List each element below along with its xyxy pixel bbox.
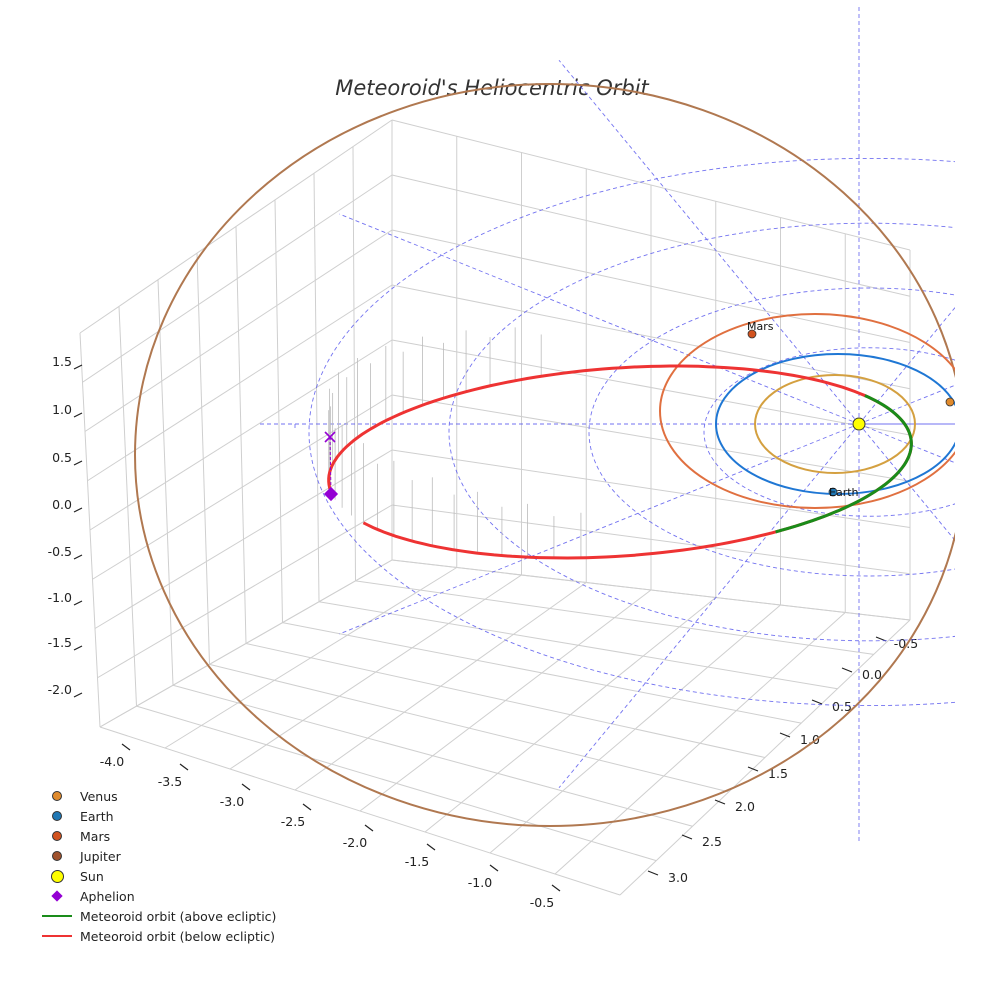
x-tick-label: -2.5 xyxy=(281,814,305,829)
legend-swatch xyxy=(40,906,74,926)
z-tick-mark xyxy=(73,692,83,698)
x-tick-mark xyxy=(364,824,374,832)
legend-label: Jupiter xyxy=(80,848,121,864)
y-tick-label: 0.5 xyxy=(832,699,852,714)
z-tick-label: 1.0 xyxy=(52,402,72,417)
z-tick-mark xyxy=(73,600,83,606)
mars-orbit xyxy=(659,313,955,509)
legend-label: Earth xyxy=(80,808,114,824)
y-tick-mark xyxy=(841,667,853,673)
z-tick-label: 1.5 xyxy=(52,354,72,369)
earth-orbit xyxy=(715,353,955,495)
legend-label: Mars xyxy=(80,828,111,844)
y-tick-label: 2.5 xyxy=(702,834,722,849)
legend-label: Sun xyxy=(80,868,104,884)
venus-marker xyxy=(945,397,955,407)
legend: Venus Earth Mars Jupiter Sun Aphelion Meteoroi… xyxy=(40,786,276,946)
y-tick-label: 1.0 xyxy=(800,732,820,747)
y-tick-mark xyxy=(681,834,693,840)
legend-swatch xyxy=(40,786,74,806)
legend-item: Earth xyxy=(40,806,276,826)
x-tick-mark xyxy=(426,843,436,851)
x-tick-label: -2.0 xyxy=(343,835,367,850)
z-axis-ticks: 1.5 1.0 0.5 0.0 -0.5 -1.0 -1.5 -2.0 xyxy=(48,354,83,698)
y-tick-label: -0.5 xyxy=(894,636,918,651)
z-tick-label: 0.0 xyxy=(52,497,72,512)
x-axis-ticks: -4.0 -3.5 -3.0 -2.5 -2.0 -1.5 -1.0 -0.5 xyxy=(100,743,561,910)
legend-swatch xyxy=(40,886,74,906)
meteoroid-orbit-below-ecliptic xyxy=(327,364,913,560)
legend-item: Meteoroid orbit (below ecliptic) xyxy=(40,926,276,946)
z-tick-mark xyxy=(73,460,83,466)
legend-item: Jupiter xyxy=(40,846,276,866)
y-tick-label: 2.0 xyxy=(735,799,755,814)
x-tick-mark xyxy=(121,743,131,751)
x-tick-label: -4.0 xyxy=(100,754,124,769)
z-tick-mark xyxy=(73,645,83,651)
x-tick-mark xyxy=(551,884,561,892)
y-tick-mark xyxy=(811,699,823,705)
legend-label: Meteoroid orbit (below ecliptic) xyxy=(80,928,276,944)
x-tick-mark xyxy=(241,783,251,791)
earth-marker xyxy=(828,487,838,497)
y-tick-mark xyxy=(779,732,791,738)
legend-swatch xyxy=(40,806,74,826)
meteoroid-drop-lines xyxy=(328,327,582,558)
x-tick-mark xyxy=(489,864,499,872)
y-tick-mark xyxy=(747,766,759,772)
legend-item: Venus xyxy=(40,786,276,806)
y-tick-mark xyxy=(714,799,726,805)
x-tick-mark xyxy=(302,803,312,811)
legend-item: Mars xyxy=(40,826,276,846)
legend-swatch xyxy=(40,846,74,866)
legend-label: Venus xyxy=(80,788,118,804)
legend-swatch xyxy=(40,926,74,946)
y-tick-label: 0.0 xyxy=(862,667,882,682)
legend-swatch xyxy=(40,866,74,886)
z-tick-mark xyxy=(73,412,83,418)
meteoroid-orbit-above-ecliptic xyxy=(775,394,913,534)
jupiter-orbit xyxy=(134,83,955,827)
legend-label: Meteoroid orbit (above ecliptic) xyxy=(80,908,277,924)
venus-label: Ver xyxy=(955,391,973,404)
z-tick-label: -2.0 xyxy=(48,682,72,697)
z-tick-mark xyxy=(73,364,83,370)
ecliptic-reference-grid xyxy=(259,4,955,844)
x-tick-label: -0.5 xyxy=(530,895,554,910)
axes-box-grid xyxy=(79,119,911,896)
aphelion-marker xyxy=(323,486,339,502)
sun-marker xyxy=(852,417,866,431)
x-tick-mark xyxy=(179,763,189,771)
legend-item: Meteoroid orbit (above ecliptic) xyxy=(40,906,276,926)
x-tick-label: -3.5 xyxy=(158,774,182,789)
y-tick-label: 1.5 xyxy=(768,766,788,781)
z-tick-label: -1.0 xyxy=(48,590,72,605)
z-tick-mark xyxy=(73,554,83,560)
legend-item: Aphelion xyxy=(40,886,276,906)
z-tick-mark xyxy=(73,507,83,513)
z-tick-label: -1.5 xyxy=(48,635,72,650)
z-tick-label: -0.5 xyxy=(48,544,72,559)
y-tick-mark xyxy=(647,870,659,876)
mars-marker xyxy=(747,329,757,339)
aphelion-dropline xyxy=(329,436,332,495)
x-tick-label: -1.0 xyxy=(468,875,492,890)
legend-item: Sun xyxy=(40,866,276,886)
x-tick-label: -3.0 xyxy=(220,794,244,809)
aphelion-projection-marker xyxy=(324,431,336,443)
earth-label: Earth xyxy=(829,486,859,499)
mars-label: Mars xyxy=(747,320,774,333)
y-tick-label: 3.0 xyxy=(668,870,688,885)
x-tick-label: -1.5 xyxy=(405,854,429,869)
legend-swatch xyxy=(40,826,74,846)
y-axis-ticks: -0.5 0.0 0.5 1.0 1.5 2.0 2.5 3.0 xyxy=(647,636,918,885)
z-tick-label: 0.5 xyxy=(52,450,72,465)
legend-label: Aphelion xyxy=(80,888,135,904)
venus-orbit xyxy=(754,374,916,474)
